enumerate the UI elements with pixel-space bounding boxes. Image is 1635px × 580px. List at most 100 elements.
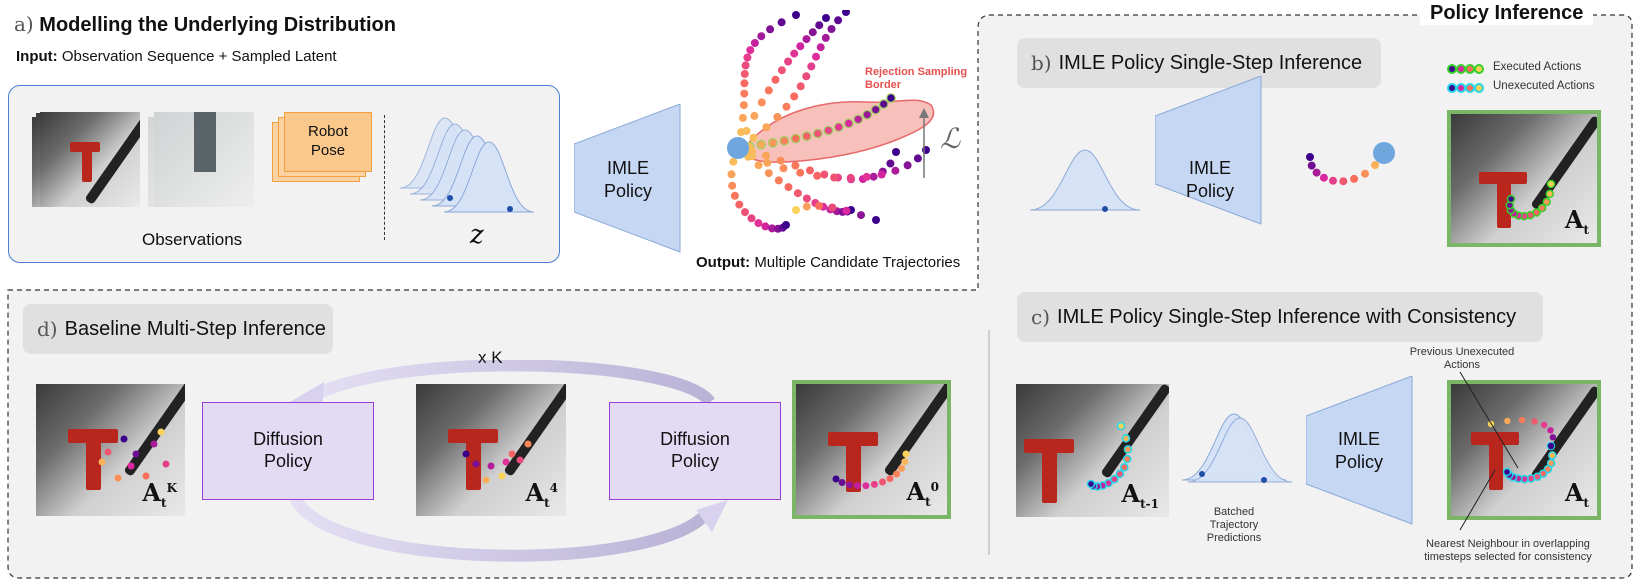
latent-symbol: z — [470, 220, 484, 250]
trajectory-dot — [802, 202, 811, 211]
trajectory-dot — [771, 75, 780, 84]
trajectory-dot — [784, 57, 793, 66]
observation-photo-front — [40, 112, 140, 207]
trajectory-dot — [1547, 427, 1554, 434]
panel-d-letter: d) — [37, 317, 58, 341]
trajectory-dot — [740, 79, 749, 88]
trajectory-dot — [816, 43, 825, 52]
panel-b-title-text: IMLE Policy Single-Step Inference — [1058, 51, 1363, 74]
trajectory-dot — [1504, 417, 1511, 425]
trajectory-dot — [779, 164, 788, 173]
trajectory-dot — [833, 122, 844, 132]
trajectory-dot — [870, 104, 881, 115]
trajectory-dot — [802, 194, 811, 203]
imle-policy-label-a: IMLE Policy — [603, 158, 652, 201]
panel-d-title-text: Baseline Multi-Step Inference — [64, 317, 326, 340]
trajectory-dot — [862, 109, 872, 120]
trajectory-dot — [862, 482, 870, 490]
trajectory-dot — [828, 203, 837, 212]
trajectory-dot — [727, 170, 736, 179]
trajectory-dot — [768, 224, 777, 233]
trajectory-dot — [808, 28, 817, 37]
trajectory-b — [1306, 142, 1395, 186]
trajectory-dot — [740, 69, 749, 78]
trajectory-dot — [886, 475, 894, 483]
panel-c-title-text: IMLE Policy Single-Step Inference with C… — [1057, 305, 1517, 328]
trajectory-dot — [823, 125, 834, 136]
annotation-arrows-c — [1459, 371, 1519, 531]
trajectory-dot — [1307, 161, 1316, 170]
trajectory-dot — [754, 219, 763, 228]
imle-policy-label-b: IMLE Policy — [1185, 158, 1234, 201]
trajectory-dot — [862, 172, 871, 181]
c-d-divider — [988, 330, 990, 555]
trajectory-dot — [1537, 203, 1547, 213]
trajectory-dot — [807, 62, 816, 71]
trajectory-dot — [1547, 442, 1555, 450]
nearest-neighbour-label: Nearest Neighbour in overlapping timeste… — [1424, 538, 1592, 564]
trajectory-dot — [892, 148, 900, 156]
trajectory-dot — [1115, 469, 1125, 479]
trajectory-dot — [815, 201, 823, 210]
output-bold: Output: — [696, 254, 751, 271]
diffusion-policy-label-1: Diffusion Policy — [253, 429, 323, 471]
diffusion-policy-box-1: Diffusion Policy — [202, 402, 374, 500]
trajectory-dot — [796, 42, 805, 51]
trajectory-dot — [901, 458, 909, 466]
rejection-sampling-label: Rejection Sampling Border — [865, 66, 968, 91]
trajectory-dot — [757, 32, 766, 41]
trajectory-dot — [879, 478, 886, 486]
observations-label: Observations — [142, 230, 243, 249]
trajectory-dot — [1506, 194, 1516, 204]
trajectory-dot — [886, 93, 896, 103]
imle-policy-trapezoid-b — [1155, 76, 1262, 225]
trajectory-dot — [730, 191, 739, 200]
trajectory-dot — [815, 21, 824, 30]
trajectory-dot — [740, 89, 749, 98]
trajectory-dot — [739, 101, 748, 110]
trajectory-dot — [1312, 168, 1321, 177]
diffusion-policy-label-2: Diffusion Policy — [660, 429, 730, 471]
trajectory-dot — [802, 35, 811, 44]
trajectory-dot — [763, 158, 772, 167]
trajectory-dot — [743, 53, 752, 62]
loop-label: x K — [478, 348, 503, 367]
trajectory-dot — [776, 156, 785, 165]
trajectory-dot — [842, 10, 850, 16]
trajectory-dot — [792, 11, 800, 19]
trajectory-dot — [742, 127, 751, 135]
robot-pose-label: Robot Pose — [307, 123, 349, 159]
trajectory-dot — [857, 211, 865, 220]
gaussian-b — [1030, 149, 1140, 212]
imle-policy-trapezoid-a — [574, 104, 681, 253]
legend-unexecuted-label: Unexecuted Actions — [1493, 80, 1595, 92]
trajectory-dot — [853, 482, 861, 490]
trajectory-dot — [748, 152, 757, 160]
trajectory-dot — [902, 450, 910, 458]
robot-pose-card: Robot Pose — [284, 112, 372, 172]
latent-gaussians — [400, 117, 535, 213]
trajectory-dot — [869, 172, 878, 181]
panel-c-letter: c) — [1031, 305, 1051, 329]
trajectory-dot — [741, 61, 750, 70]
trajectory-dot — [756, 139, 766, 150]
trajectory-dot — [877, 170, 886, 179]
action-frame-0: At0 — [792, 380, 951, 519]
trajectory-dot — [1339, 177, 1348, 186]
action-frame-b: At — [1447, 110, 1601, 247]
output-text: Multiple Candidate Trajectories — [754, 254, 961, 271]
observation-photo-2-front — [154, 112, 254, 207]
trajectory-dot — [1546, 179, 1556, 189]
trajectory-dot — [796, 168, 805, 177]
trajectory-dot — [846, 173, 855, 182]
trajectory-dot — [782, 221, 790, 229]
input-text: Observation Sequence + Sampled Latent — [61, 48, 337, 65]
action-frame-c: At — [1447, 380, 1601, 520]
trajectory-dot — [767, 138, 778, 148]
trajectory-dot — [1120, 462, 1129, 472]
trajectory-dot — [898, 464, 905, 472]
trajectory-dot — [746, 46, 755, 55]
trajectory-dot — [766, 25, 775, 34]
trajectory-dot — [845, 481, 853, 489]
diffusion-policy-box-2: Diffusion Policy — [609, 402, 781, 500]
